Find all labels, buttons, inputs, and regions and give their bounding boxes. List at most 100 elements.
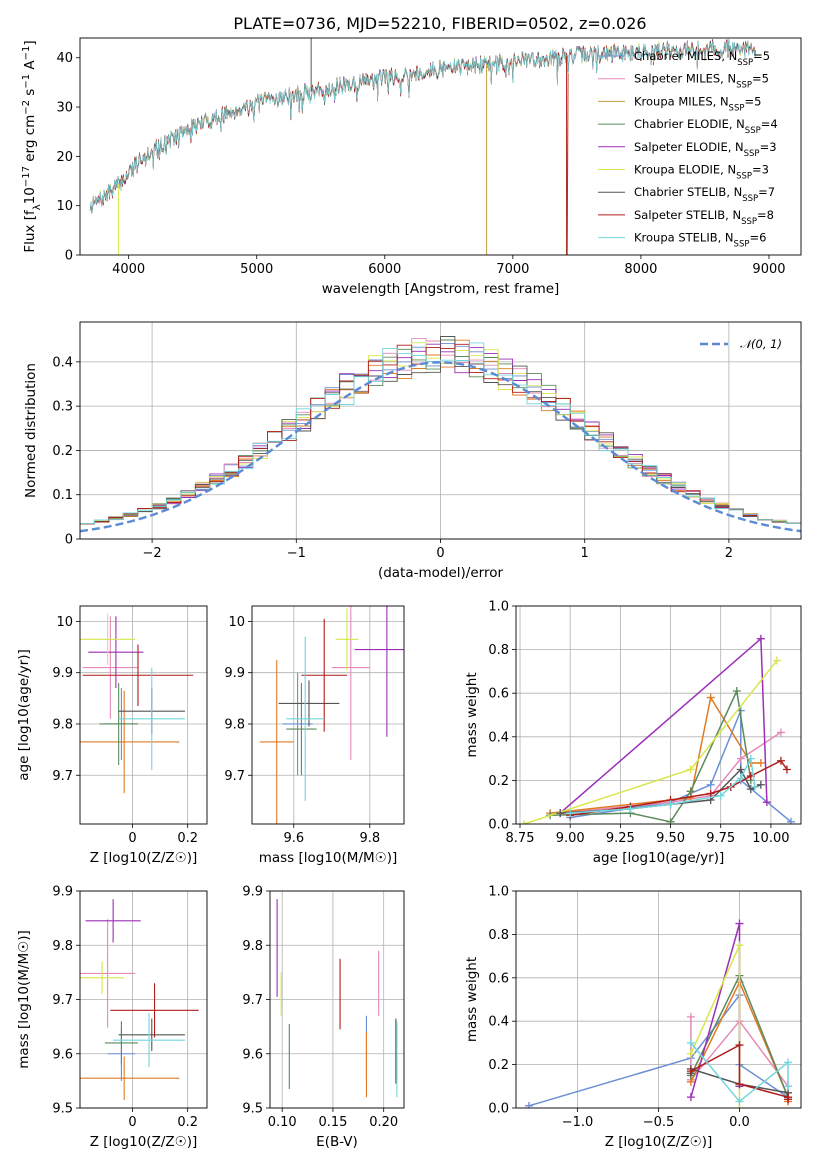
- legend-entry: Chabrier ELODIE, NSSP=4: [634, 117, 778, 136]
- plot-area: [89, 38, 756, 255]
- x-axis-label: Z [log10(Z/Z☉)]: [90, 850, 198, 866]
- legend-entry: Kroupa STELIB, NSSP=6: [634, 231, 766, 250]
- axes-frame: [79, 605, 208, 825]
- x-tick-label: 1: [581, 546, 589, 561]
- legend-nssp: =3: [760, 140, 777, 154]
- x-tick-label: 9.50: [656, 831, 685, 846]
- panel-age-vs-mass: 9.6 9.8 9.7 9.8 9.9 10 mass [log10(M/M☉)]: [224, 605, 405, 866]
- legend-entry: Kroupa MILES, NSSP=5: [634, 94, 761, 113]
- y-tick-label: 0: [65, 533, 73, 548]
- normal-reference-curve: [80, 361, 801, 533]
- y-tick-label: 0.4: [488, 1015, 509, 1030]
- x-tick-label: 9.75: [706, 831, 735, 846]
- x-tick-label: 8000: [624, 262, 657, 277]
- y-axis-label-part: s: [22, 89, 38, 100]
- y-tick-label: 0.8: [488, 643, 509, 658]
- x-tick-label: −1: [287, 546, 306, 561]
- series-line-kroupa-stelib: [690, 1042, 789, 1103]
- x-tick-label: 0: [436, 546, 444, 561]
- axes-frame: [79, 321, 802, 540]
- y-tick-label: 0.1: [52, 488, 73, 503]
- x-tick-label: −0.5: [643, 1115, 675, 1130]
- plot-area: [276, 899, 398, 1098]
- y-tick-label: 9.7: [242, 993, 263, 1008]
- data-marker: [735, 941, 744, 950]
- data-marker: [566, 809, 575, 818]
- hist-chabrier-stelib: [80, 336, 801, 525]
- y-tick-label: 9.6: [52, 1047, 73, 1062]
- data-marker: [776, 728, 785, 737]
- data-marker: [706, 693, 715, 702]
- legend-sub: SSP: [736, 172, 752, 182]
- x-axis-label: mass [log10(M/M☉)]: [259, 850, 398, 866]
- legend-model: Chabrier STELIB, N: [634, 185, 742, 199]
- series-line-kroupa-miles: [89, 47, 567, 212]
- legend-nssp: =7: [758, 185, 775, 199]
- series-line-kroupa-elodie: [523, 660, 778, 824]
- y-tick-label: 9.8: [52, 939, 73, 954]
- data-marker: [736, 774, 745, 783]
- panel-mass-weight-vs-age: 8.75 9.00 9.25 9.50 9.75 10.00 0.0 0.2 0.4 0.6 0.8…: [464, 600, 802, 866]
- data-marker: [762, 798, 771, 807]
- series-line-chabrier-elodie: [550, 688, 752, 823]
- series-line-chabrier-stelib: [560, 768, 762, 814]
- y-tick-label: 0.2: [488, 1058, 509, 1073]
- y-axis-label-part: ]: [22, 40, 38, 45]
- legend-model: Kroupa ELODIE, N: [634, 163, 736, 177]
- data-marker: [735, 1097, 744, 1106]
- y-axis-label-part: erg cm: [22, 115, 38, 166]
- x-tick-label: 9.6: [283, 831, 304, 846]
- axes-frame: [269, 890, 405, 1109]
- axes-frame: [515, 890, 802, 1109]
- legend-nssp: =5: [744, 94, 761, 108]
- legend-model: Chabrier MILES, N: [634, 49, 737, 63]
- data-marker: [772, 656, 781, 665]
- legend-sub: SSP: [734, 240, 750, 250]
- data-marker: [756, 780, 765, 789]
- legend-entry: Salpeter MILES, NSSP=5: [634, 72, 769, 91]
- panel-spectrum: 4000 5000 6000 7000 8000 9000 0 10 20 30 40 wavelen…: [21, 37, 802, 297]
- y-tick-label: 0.6: [488, 971, 509, 986]
- y-tick-label: 10: [56, 199, 73, 214]
- legend: 𝒩(0, 1): [700, 337, 782, 351]
- hist-salpeter-stelib: [80, 343, 801, 525]
- y-axis-label: age [log10(age/yr)]: [16, 649, 32, 781]
- panel-mass-weight-vs-Z: −1.0 −0.5 0.0 0.0 0.2 0.4 0.6 0.8 1.0 Z [log10(Z/…: [464, 885, 802, 1150]
- x-axis-label: Z [log10(Z/Z☉)]: [90, 1134, 198, 1150]
- y-tick-label: 1.0: [488, 600, 509, 615]
- x-tick-label: 0.10: [268, 1115, 297, 1130]
- data-marker: [786, 817, 795, 824]
- plot-area: [524, 919, 793, 1108]
- legend-sub: SSP: [742, 194, 758, 204]
- x-tick-label: 7000: [496, 262, 529, 277]
- x-tick-label: 10.00: [752, 831, 789, 846]
- series-line-kroupa-stelib: [89, 39, 756, 213]
- data-marker: [556, 809, 565, 818]
- legend-entry: Salpeter ELODIE, NSSP=3: [634, 140, 777, 159]
- y-axis-label-part: 10: [22, 187, 38, 204]
- x-tick-label: 8.75: [506, 831, 535, 846]
- legend-entry: Kroupa ELODIE, NSSP=3: [634, 163, 769, 182]
- data-marker: [782, 765, 791, 774]
- data-marker: [736, 754, 745, 763]
- data-marker: [736, 765, 745, 774]
- y-axis-label: mass [log10(M/M☉)]: [16, 930, 32, 1069]
- x-tick-label: 4000: [112, 262, 145, 277]
- x-tick-label: −2: [143, 546, 162, 561]
- x-axis-label: Z [log10(Z/Z☉)]: [605, 1134, 713, 1150]
- legend-sub: SSP: [729, 103, 745, 113]
- legend-entry: Chabrier MILES, NSSP=5: [634, 49, 770, 68]
- data-marker: [686, 1067, 695, 1076]
- legend-model: Kroupa STELIB, N: [634, 231, 734, 245]
- y-tick-label: 9.5: [52, 1102, 73, 1117]
- y-tick-label: 0.2: [52, 444, 73, 459]
- y-axis-label: mass weight: [464, 672, 480, 757]
- y-tick-label: 20: [56, 150, 73, 165]
- data-marker: [756, 634, 765, 643]
- y-tick-label: 9.9: [52, 885, 73, 900]
- y-tick-label: 10: [56, 615, 73, 630]
- x-tick-label: 0.2: [177, 831, 198, 846]
- y-tick-label: 9.7: [52, 993, 73, 1008]
